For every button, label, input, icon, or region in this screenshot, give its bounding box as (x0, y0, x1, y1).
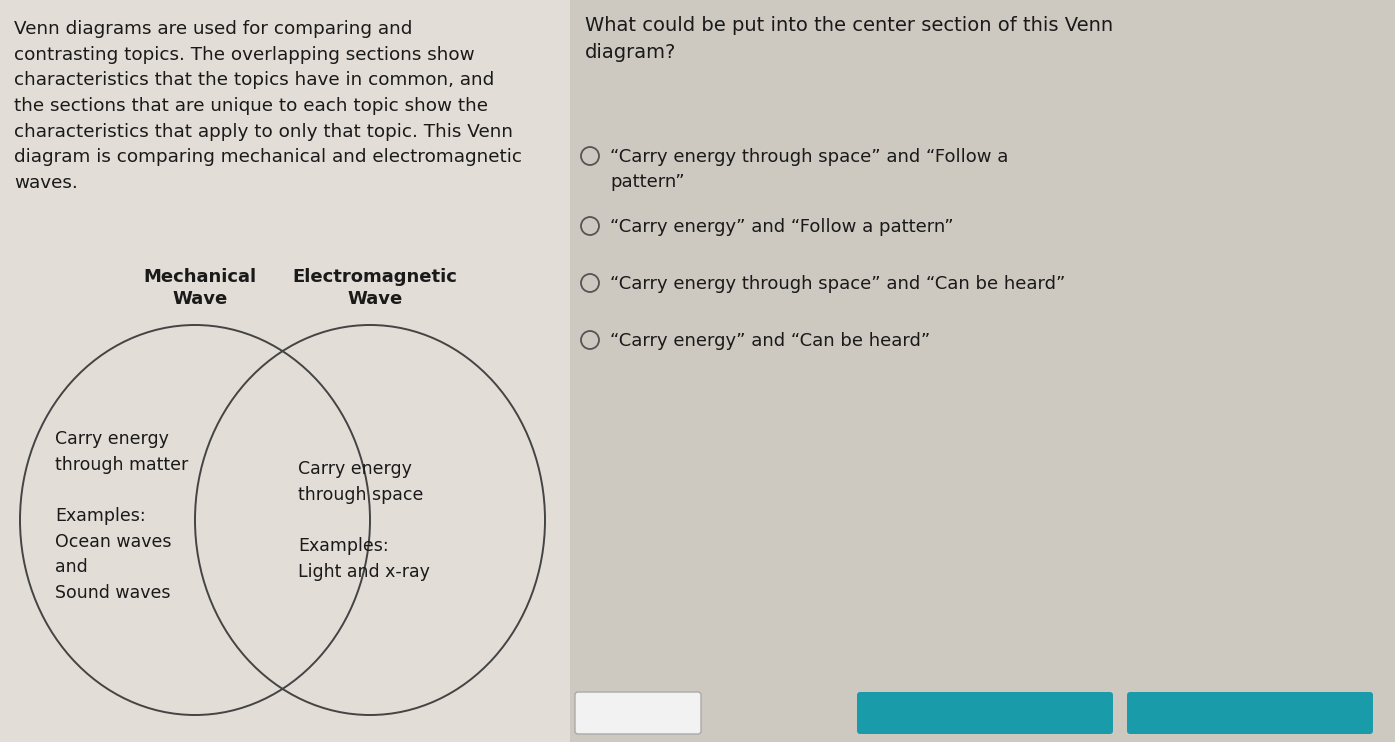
Text: “Carry energy” and “Follow a pattern”: “Carry energy” and “Follow a pattern” (610, 218, 954, 236)
Text: Mechanical
Wave: Mechanical Wave (144, 268, 257, 308)
Bar (0, 0, 571, 742)
Text: Venn diagrams are used for comparing and
contrasting topics. The overlapping sec: Venn diagrams are used for comparing and… (14, 20, 522, 192)
Text: “Carry energy through space” and “Can be heard”: “Carry energy through space” and “Can be… (610, 275, 1066, 293)
Text: Electromagnetic
Wave: Electromagnetic Wave (293, 268, 458, 308)
Text: “Carry energy” and “Can be heard”: “Carry energy” and “Can be heard” (610, 332, 930, 350)
Text: Carry energy
through matter

Examples:
Ocean waves
and
Sound waves: Carry energy through matter Examples: Oc… (54, 430, 188, 603)
FancyBboxPatch shape (857, 692, 1113, 734)
FancyBboxPatch shape (1127, 692, 1373, 734)
Text: Carry energy
through space

Examples:
Light and x-ray: Carry energy through space Examples: Lig… (299, 460, 430, 581)
FancyBboxPatch shape (575, 692, 702, 734)
Bar (571, 0, 1395, 742)
Text: What could be put into the center section of this Venn
diagram?: What could be put into the center sectio… (585, 16, 1113, 62)
Text: “Carry energy through space” and “Follow a
pattern”: “Carry energy through space” and “Follow… (610, 148, 1009, 191)
